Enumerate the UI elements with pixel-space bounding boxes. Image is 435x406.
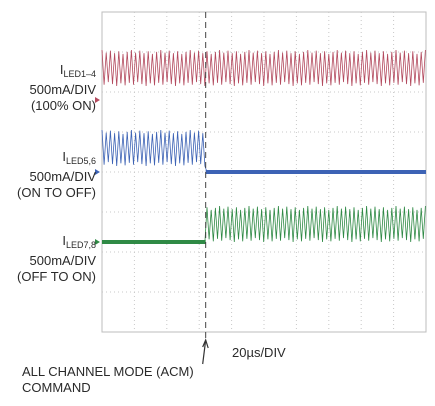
channel-scale: 500mA/DIV bbox=[29, 253, 96, 268]
channel-sub: LED1–4 bbox=[63, 69, 96, 79]
channel-sub: LED7,8 bbox=[65, 240, 96, 250]
trace-led1-4 bbox=[101, 49, 426, 87]
channel-scale: 500mA/DIV bbox=[29, 169, 96, 184]
channel-label-led7-8: ILED7,8 500mA/DIV (OFF TO ON) bbox=[17, 233, 96, 285]
ground-marker-icon bbox=[95, 239, 100, 245]
channel-label-led1-4: ILED1–4 500mA/DIV (100% ON) bbox=[30, 62, 96, 114]
acm-command-label: ALL CHANNEL MODE (ACM) COMMAND bbox=[22, 364, 194, 396]
channel-state: (ON TO OFF) bbox=[17, 185, 96, 200]
channel-name: I bbox=[62, 149, 66, 164]
channel-name: I bbox=[59, 62, 64, 77]
channel-scale: 500mA/DIV bbox=[29, 82, 96, 97]
acm-line-1: ALL CHANNEL MODE (ACM) bbox=[22, 364, 194, 379]
acm-event-arrow bbox=[202, 338, 209, 365]
channel-state: (100% ON) bbox=[30, 98, 96, 113]
channel-sub: LED5,6 bbox=[65, 156, 96, 166]
time-per-division: 20µs/DIV bbox=[232, 345, 286, 360]
channel-state: (OFF TO ON) bbox=[17, 269, 96, 284]
ground-markers bbox=[95, 97, 100, 245]
ground-marker-icon bbox=[95, 169, 100, 175]
traces bbox=[101, 49, 426, 244]
channel-label-led5-6: ILED5,6 500mA/DIV (ON TO OFF) bbox=[17, 149, 96, 201]
ground-marker-icon bbox=[95, 97, 100, 103]
acm-line-2: COMMAND bbox=[22, 380, 91, 395]
channel-name: I bbox=[62, 233, 66, 248]
